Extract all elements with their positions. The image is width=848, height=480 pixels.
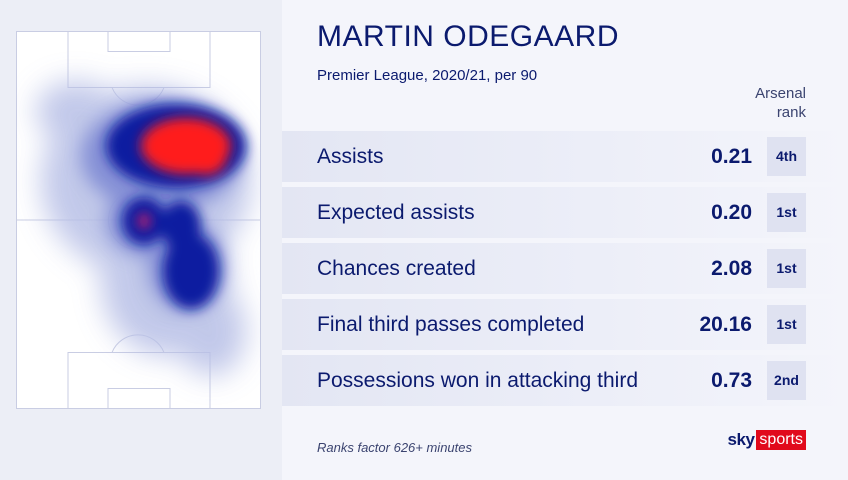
footnote: Ranks factor 626+ minutes [317,440,472,455]
row-background [282,243,848,294]
stat-value: 2.08 [711,257,752,280]
heat-hot-layer [138,118,231,229]
rank-badge: 4th [767,137,806,176]
heatmap-panel [0,0,282,480]
stat-value: 0.73 [711,369,752,392]
stats-panel: MARTIN ODEGAARD Premier League, 2020/21,… [282,0,848,480]
rank-badge: 2nd [767,361,806,400]
stat-value: 20.16 [699,313,752,336]
stat-label: Final third passes completed [317,313,585,336]
rank-badge: 1st [767,249,806,288]
stat-label: Assists [317,145,384,168]
stat-row-final-third-passes: Final third passes completed 20.16 1st [282,299,848,350]
player-name: MARTIN ODEGAARD [317,20,619,53]
rank-column-header: Arsenal rank [716,84,806,122]
rank-badge: 1st [767,305,806,344]
stat-label: Possessions won in attacking third [317,369,638,392]
rank-header-line-1: Arsenal [755,85,806,102]
stats-table: Assists 0.21 4th Expected assists 0.20 1… [282,131,848,411]
row-background [282,355,848,406]
stat-row-possessions-won: Possessions won in attacking third 0.73 … [282,355,848,406]
rank-header-line-2: rank [776,104,806,121]
rank-badge: 1st [767,193,806,232]
stat-row-assists: Assists 0.21 4th [282,131,848,182]
sky-sports-logo: sky sports [728,430,806,454]
stat-row-expected-assists: Expected assists 0.20 1st [282,187,848,238]
row-background [282,299,848,350]
stat-value: 0.20 [711,201,752,224]
row-background [282,131,848,182]
row-background [282,187,848,238]
pitch-heatmap [16,31,261,409]
competition-subtitle: Premier League, 2020/21, per 90 [317,67,538,84]
stat-row-chances-created: Chances created 2.08 1st [282,243,848,294]
stat-label: Expected assists [317,201,475,224]
logo-sports-text: sports [756,430,806,450]
stat-label: Chances created [317,257,476,280]
logo-sky-text: sky [727,430,755,449]
stat-value: 0.21 [711,145,752,168]
